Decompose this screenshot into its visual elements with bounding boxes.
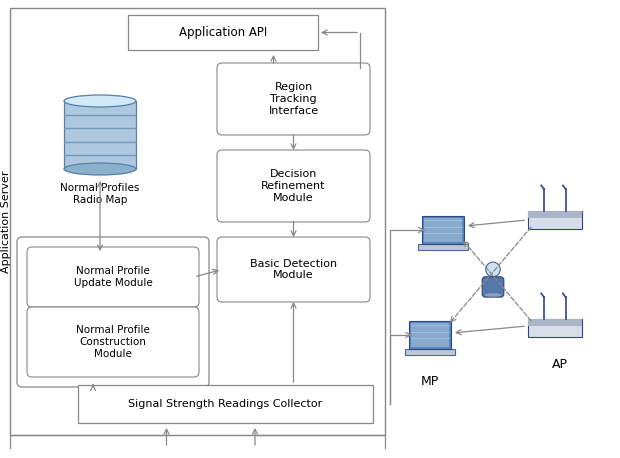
Ellipse shape	[484, 293, 502, 297]
FancyBboxPatch shape	[217, 150, 370, 222]
Text: Signal Strength Readings Collector: Signal Strength Readings Collector	[128, 399, 322, 409]
FancyBboxPatch shape	[422, 216, 464, 245]
Bar	[128, 15, 318, 50]
FancyBboxPatch shape	[217, 63, 370, 135]
FancyBboxPatch shape	[17, 237, 209, 387]
Text: Normal Profile
Update Module: Normal Profile Update Module	[74, 266, 153, 288]
Ellipse shape	[64, 95, 136, 107]
FancyBboxPatch shape	[27, 247, 199, 307]
Text: Decision
Refinement
Module: Decision Refinement Module	[261, 169, 326, 202]
FancyBboxPatch shape	[418, 245, 468, 250]
Text: MP: MP	[421, 375, 439, 388]
FancyBboxPatch shape	[528, 319, 582, 337]
Ellipse shape	[64, 163, 136, 175]
FancyBboxPatch shape	[528, 319, 582, 326]
Text: Application Server: Application Server	[1, 170, 11, 273]
Text: Region
Tracking
Interface: Region Tracking Interface	[268, 82, 319, 115]
Bar	[78, 385, 373, 423]
Text: Normal Profile
Construction
Module: Normal Profile Construction Module	[76, 325, 150, 359]
FancyBboxPatch shape	[424, 218, 462, 242]
Text: Basic Detection
Module: Basic Detection Module	[250, 259, 337, 280]
FancyBboxPatch shape	[409, 321, 451, 349]
FancyBboxPatch shape	[482, 277, 504, 297]
Text: Application API: Application API	[179, 26, 267, 39]
FancyBboxPatch shape	[405, 349, 455, 355]
FancyBboxPatch shape	[27, 307, 199, 377]
FancyBboxPatch shape	[411, 322, 449, 348]
Polygon shape	[64, 101, 136, 169]
FancyBboxPatch shape	[528, 211, 582, 218]
Bar	[10, 8, 385, 435]
FancyBboxPatch shape	[217, 237, 370, 302]
FancyBboxPatch shape	[528, 211, 582, 229]
Circle shape	[485, 262, 500, 277]
Text: Normal Profiles
Radio Map: Normal Profiles Radio Map	[60, 183, 140, 205]
Text: AP: AP	[552, 358, 568, 371]
